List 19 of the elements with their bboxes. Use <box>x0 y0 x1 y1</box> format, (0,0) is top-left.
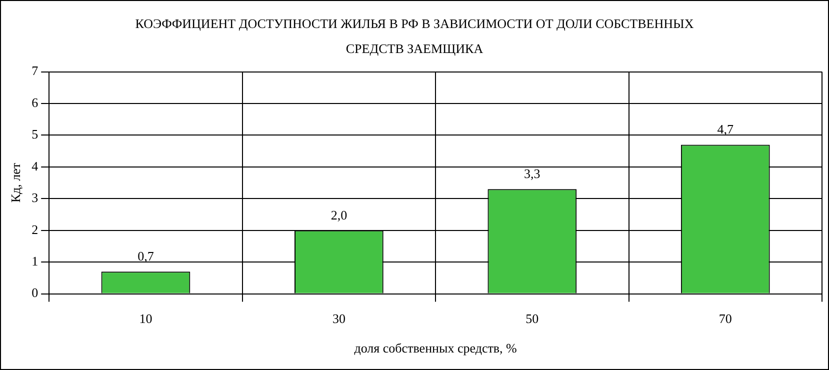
x-axis-title: доля собственных средств, % <box>354 340 518 356</box>
x-tick-label: 70 <box>718 311 732 326</box>
x-tick-label: 10 <box>139 311 152 326</box>
y-tick-label: 1 <box>32 254 38 269</box>
y-tick-label: 0 <box>32 285 38 300</box>
y-tick-label: 3 <box>32 190 38 206</box>
data-label: 0,7 <box>138 248 154 264</box>
y-tick-label: 6 <box>32 94 39 110</box>
y-tick-label: 4 <box>32 158 39 174</box>
data-label: 2,0 <box>330 207 348 222</box>
x-tick-label: 50 <box>526 311 539 326</box>
data-label: 3,3 <box>524 166 540 182</box>
y-axis-title: Кд, лет <box>8 162 24 203</box>
y-tick-label: 7 <box>32 63 39 78</box>
x-tick-label: 30 <box>332 311 346 326</box>
y-tick-label: 2 <box>32 222 38 237</box>
chart-title: КОЭФФИЦИЕНТ ДОСТУПНОСТИ ЖИЛЬЯ В РФ В ЗАВИСИМОСТИ ОТ ДОЛИ СОБСТВЕННЫХ СРЕДСТВ ЗАЕМЩИКА <box>134 15 695 58</box>
data-label: 4,7 <box>717 122 734 137</box>
y-tick-label: 5 <box>32 126 38 142</box>
